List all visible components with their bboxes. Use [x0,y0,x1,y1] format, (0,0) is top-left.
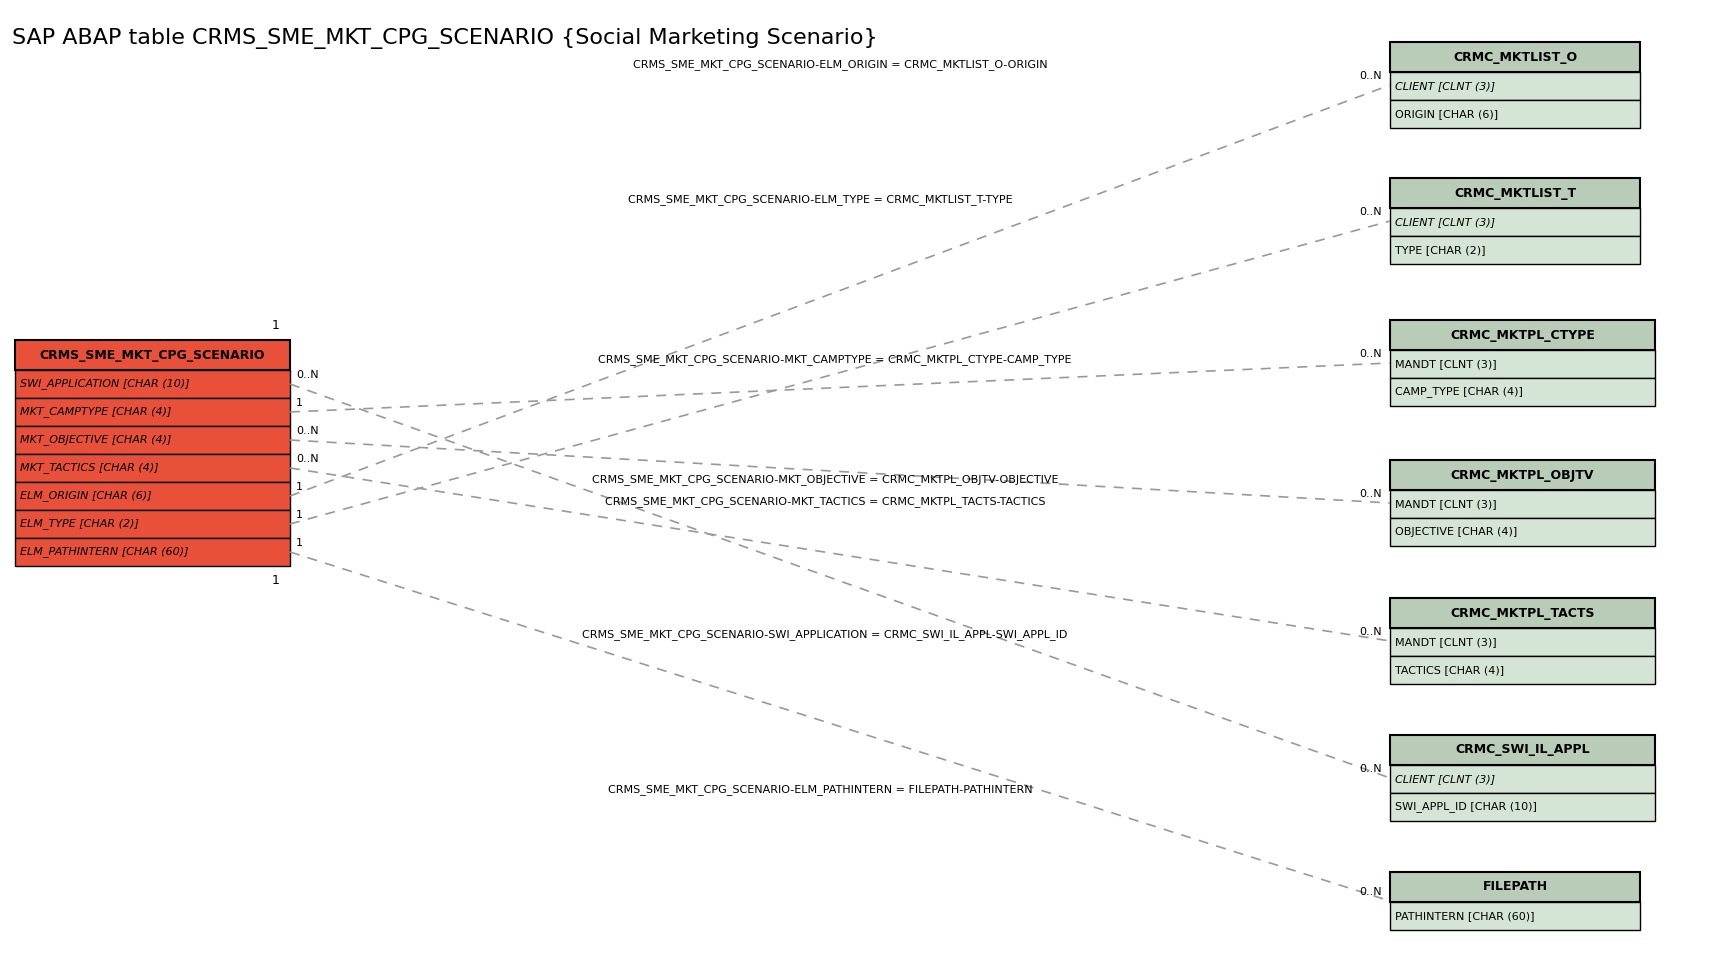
Text: MKT_OBJECTIVE [CHAR (4)]: MKT_OBJECTIVE [CHAR (4)] [21,434,172,446]
Text: 1: 1 [295,538,302,548]
Text: PATHINTERN [CHAR (60)]: PATHINTERN [CHAR (60)] [1394,911,1535,921]
Text: MKT_CAMPTYPE [CHAR (4)]: MKT_CAMPTYPE [CHAR (4)] [21,406,172,418]
Bar [1391,735,1655,765]
Text: CRMS_SME_MKT_CPG_SCENARIO: CRMS_SME_MKT_CPG_SCENARIO [39,348,264,362]
Bar [1391,320,1655,350]
Text: CLIENT [CLNT (3)]: CLIENT [CLNT (3)] [1394,774,1496,784]
Text: MANDT [CLNT (3)]: MANDT [CLNT (3)] [1394,499,1497,509]
Text: CRMS_SME_MKT_CPG_SCENARIO-MKT_OBJECTIVE = CRMC_MKTPL_OBJTV-OBJECTIVE: CRMS_SME_MKT_CPG_SCENARIO-MKT_OBJECTIVE … [592,475,1058,485]
Text: 0..N: 0..N [295,454,319,464]
Text: CAMP_TYPE [CHAR (4)]: CAMP_TYPE [CHAR (4)] [1394,387,1523,398]
Bar [1391,236,1640,264]
Text: MKT_TACTICS [CHAR (4)]: MKT_TACTICS [CHAR (4)] [21,462,158,474]
Bar [1391,628,1655,656]
Text: 0..N: 0..N [1360,887,1382,897]
Text: 1: 1 [271,319,280,332]
Text: CRMS_SME_MKT_CPG_SCENARIO-SWI_APPLICATION = CRMC_SWI_IL_APPL-SWI_APPL_ID: CRMS_SME_MKT_CPG_SCENARIO-SWI_APPLICATIO… [582,629,1068,641]
Text: 1: 1 [271,574,280,587]
Text: 0..N: 0..N [1360,207,1382,217]
Text: 0..N: 0..N [295,426,319,436]
Bar [1391,765,1655,793]
Text: 0..N: 0..N [1360,349,1382,359]
Text: CLIENT [CLNT (3)]: CLIENT [CLNT (3)] [1394,217,1496,227]
Bar [15,370,290,398]
Text: CRMC_MKTLIST_T: CRMC_MKTLIST_T [1454,186,1576,200]
Text: CLIENT [CLNT (3)]: CLIENT [CLNT (3)] [1394,81,1496,91]
Bar [15,340,290,370]
Bar [15,454,290,482]
Bar [15,538,290,566]
Bar [1391,598,1655,628]
Text: OBJECTIVE [CHAR (4)]: OBJECTIVE [CHAR (4)] [1394,527,1518,537]
Text: ORIGIN [CHAR (6)]: ORIGIN [CHAR (6)] [1394,109,1499,119]
Text: 1: 1 [295,510,302,520]
Text: CRMS_SME_MKT_CPG_SCENARIO-MKT_TACTICS = CRMC_MKTPL_TACTS-TACTICS: CRMS_SME_MKT_CPG_SCENARIO-MKT_TACTICS = … [604,497,1046,508]
Text: CRMS_SME_MKT_CPG_SCENARIO-MKT_CAMPTYPE = CRMC_MKTPL_CTYPE-CAMP_TYPE: CRMS_SME_MKT_CPG_SCENARIO-MKT_CAMPTYPE =… [598,354,1071,366]
Text: CRMC_MKTPL_OBJTV: CRMC_MKTPL_OBJTV [1451,468,1595,482]
Text: 0..N: 0..N [295,370,319,380]
Bar [15,510,290,538]
Text: SWI_APPLICATION [CHAR (10)]: SWI_APPLICATION [CHAR (10)] [21,378,189,390]
Text: TYPE [CHAR (2)]: TYPE [CHAR (2)] [1394,245,1485,255]
Bar [15,398,290,426]
Bar [15,482,290,510]
Text: 0..N: 0..N [1360,489,1382,499]
Text: CRMS_SME_MKT_CPG_SCENARIO-ELM_TYPE = CRMC_MKTLIST_T-TYPE: CRMS_SME_MKT_CPG_SCENARIO-ELM_TYPE = CRM… [628,195,1013,206]
Text: CRMC_SWI_IL_APPL: CRMC_SWI_IL_APPL [1456,743,1590,757]
Text: FILEPATH: FILEPATH [1482,880,1547,894]
Bar [1391,378,1655,406]
Bar [1391,100,1640,128]
Text: 0..N: 0..N [1360,764,1382,774]
Text: ELM_TYPE [CHAR (2)]: ELM_TYPE [CHAR (2)] [21,518,139,530]
Text: 1: 1 [295,482,302,492]
Bar [1391,490,1655,518]
Text: MANDT [CLNT (3)]: MANDT [CLNT (3)] [1394,359,1497,369]
Text: SAP ABAP table CRMS_SME_MKT_CPG_SCENARIO {Social Marketing Scenario}: SAP ABAP table CRMS_SME_MKT_CPG_SCENARIO… [12,28,877,49]
Bar [1391,178,1640,208]
Text: ELM_ORIGIN [CHAR (6)]: ELM_ORIGIN [CHAR (6)] [21,490,151,502]
Bar [1391,793,1655,821]
Bar [1391,350,1655,378]
Bar [15,426,290,454]
Text: 0..N: 0..N [1360,627,1382,637]
Text: CRMC_MKTPL_CTYPE: CRMC_MKTPL_CTYPE [1451,328,1595,342]
Bar [1391,902,1640,930]
Text: CRMC_MKTLIST_O: CRMC_MKTLIST_O [1453,50,1576,64]
Text: MANDT [CLNT (3)]: MANDT [CLNT (3)] [1394,637,1497,647]
Text: CRMS_SME_MKT_CPG_SCENARIO-ELM_ORIGIN = CRMC_MKTLIST_O-ORIGIN: CRMS_SME_MKT_CPG_SCENARIO-ELM_ORIGIN = C… [632,60,1047,70]
Text: CRMS_SME_MKT_CPG_SCENARIO-ELM_PATHINTERN = FILEPATH-PATHINTERN: CRMS_SME_MKT_CPG_SCENARIO-ELM_PATHINTERN… [608,785,1032,795]
Text: ELM_PATHINTERN [CHAR (60)]: ELM_PATHINTERN [CHAR (60)] [21,546,189,558]
Bar [1391,872,1640,902]
Bar [1391,72,1640,100]
Bar [1391,208,1640,236]
Text: 0..N: 0..N [1360,71,1382,81]
Text: CRMC_MKTPL_TACTS: CRMC_MKTPL_TACTS [1451,606,1595,620]
Text: TACTICS [CHAR (4)]: TACTICS [CHAR (4)] [1394,665,1504,675]
Bar [1391,460,1655,490]
Text: SWI_APPL_ID [CHAR (10)]: SWI_APPL_ID [CHAR (10)] [1394,802,1537,813]
Bar [1391,656,1655,684]
Bar [1391,518,1655,546]
Text: 1: 1 [295,398,302,408]
Bar [1391,42,1640,72]
